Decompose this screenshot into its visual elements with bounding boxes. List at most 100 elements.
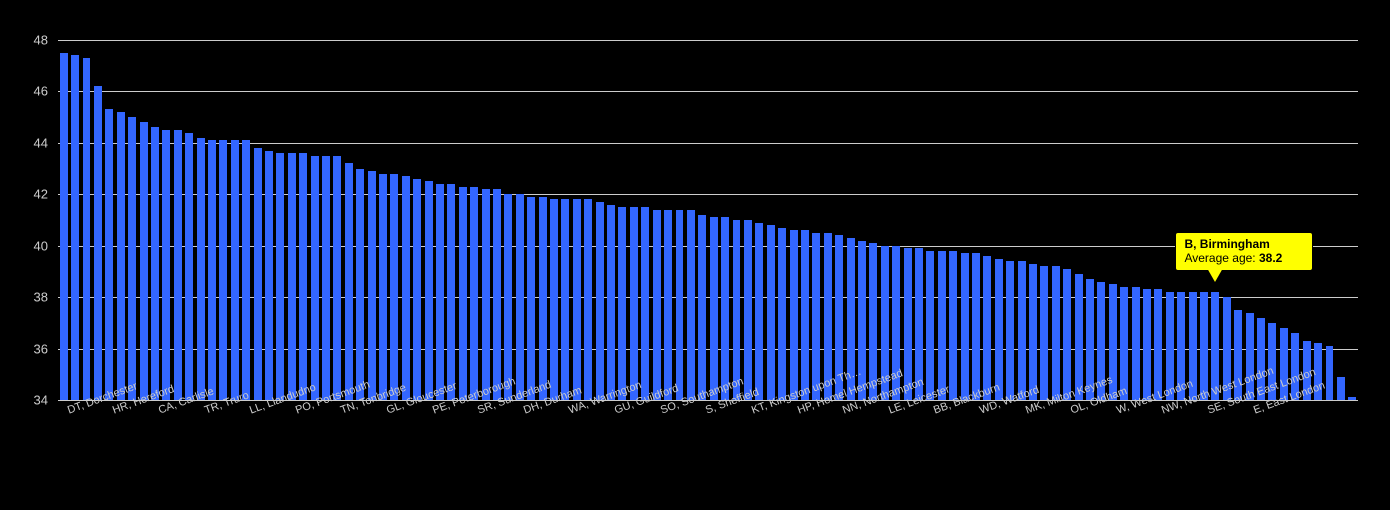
bar[interactable] bbox=[105, 109, 113, 400]
bar[interactable] bbox=[630, 207, 638, 400]
bar[interactable] bbox=[231, 140, 239, 400]
bar[interactable] bbox=[539, 197, 547, 400]
bar[interactable] bbox=[447, 184, 455, 400]
bar[interactable] bbox=[140, 122, 148, 400]
bar[interactable] bbox=[482, 189, 490, 400]
bar[interactable] bbox=[197, 138, 205, 400]
bar[interactable] bbox=[1200, 292, 1208, 400]
bar[interactable] bbox=[1348, 397, 1356, 400]
bar[interactable] bbox=[790, 230, 798, 400]
bar[interactable] bbox=[219, 140, 227, 400]
bars-layer bbox=[58, 40, 1358, 400]
bar[interactable] bbox=[402, 176, 410, 400]
bar[interactable] bbox=[311, 156, 319, 400]
bar[interactable] bbox=[596, 202, 604, 400]
bar[interactable] bbox=[425, 181, 433, 400]
bar[interactable] bbox=[470, 187, 478, 400]
callout-title: B, Birmingham bbox=[1184, 237, 1304, 251]
bar[interactable] bbox=[584, 199, 592, 400]
bar[interactable] bbox=[801, 230, 809, 400]
bar[interactable] bbox=[208, 140, 216, 400]
bar[interactable] bbox=[812, 233, 820, 400]
bar[interactable] bbox=[162, 130, 170, 400]
bar[interactable] bbox=[1063, 269, 1071, 400]
bar[interactable] bbox=[550, 199, 558, 400]
bar[interactable] bbox=[1337, 377, 1345, 400]
callout-subtitle: Average age: 38.2 bbox=[1184, 251, 1304, 265]
bar[interactable] bbox=[174, 130, 182, 400]
bar[interactable] bbox=[390, 174, 398, 400]
callout-value-label: Average age: bbox=[1184, 251, 1259, 265]
bar[interactable] bbox=[641, 207, 649, 400]
bar[interactable] bbox=[1143, 289, 1151, 400]
y-tick-label: 46 bbox=[0, 84, 48, 99]
bar[interactable] bbox=[1040, 266, 1048, 400]
bar[interactable] bbox=[961, 253, 969, 400]
bar[interactable] bbox=[493, 189, 501, 400]
bar[interactable] bbox=[1029, 264, 1037, 400]
bar[interactable] bbox=[972, 253, 980, 400]
bar[interactable] bbox=[1246, 313, 1254, 400]
bar[interactable] bbox=[1018, 261, 1026, 400]
bar[interactable] bbox=[926, 251, 934, 400]
y-tick-label: 42 bbox=[0, 187, 48, 202]
bar[interactable] bbox=[345, 163, 353, 400]
bar[interactable] bbox=[71, 55, 79, 400]
bar[interactable] bbox=[94, 86, 102, 400]
bar[interactable] bbox=[504, 194, 512, 400]
bar[interactable] bbox=[938, 251, 946, 400]
bar[interactable] bbox=[265, 151, 273, 400]
bar[interactable] bbox=[778, 228, 786, 400]
bar[interactable] bbox=[1154, 289, 1162, 400]
bar[interactable] bbox=[1052, 266, 1060, 400]
bar[interactable] bbox=[151, 127, 159, 400]
bar[interactable] bbox=[710, 217, 718, 400]
bar[interactable] bbox=[276, 153, 284, 400]
bar[interactable] bbox=[664, 210, 672, 400]
bar[interactable] bbox=[983, 256, 991, 400]
bar[interactable] bbox=[949, 251, 957, 400]
bar[interactable] bbox=[721, 217, 729, 400]
bar[interactable] bbox=[322, 156, 330, 400]
bar[interactable] bbox=[242, 140, 250, 400]
bar[interactable] bbox=[254, 148, 262, 400]
bar[interactable] bbox=[436, 184, 444, 400]
bar[interactable] bbox=[676, 210, 684, 400]
bar[interactable] bbox=[288, 153, 296, 400]
bar[interactable] bbox=[1120, 287, 1128, 400]
y-tick-label: 34 bbox=[0, 393, 48, 408]
bar[interactable] bbox=[618, 207, 626, 400]
y-tick-label: 48 bbox=[0, 33, 48, 48]
bar[interactable] bbox=[1075, 274, 1083, 400]
bar[interactable] bbox=[527, 197, 535, 400]
bar[interactable] bbox=[413, 179, 421, 400]
bar[interactable] bbox=[1132, 287, 1140, 400]
bar[interactable] bbox=[459, 187, 467, 400]
bar[interactable] bbox=[128, 117, 136, 400]
bar[interactable] bbox=[687, 210, 695, 400]
bar[interactable] bbox=[744, 220, 752, 400]
bar[interactable] bbox=[83, 58, 91, 400]
bar[interactable] bbox=[607, 205, 615, 400]
bar[interactable] bbox=[368, 171, 376, 400]
bar[interactable] bbox=[561, 199, 569, 400]
bar[interactable] bbox=[516, 194, 524, 400]
bar[interactable] bbox=[653, 210, 661, 400]
bar[interactable] bbox=[755, 223, 763, 400]
bar[interactable] bbox=[60, 53, 68, 400]
bar[interactable] bbox=[333, 156, 341, 400]
bar[interactable] bbox=[767, 225, 775, 400]
y-tick-label: 36 bbox=[0, 341, 48, 356]
bar[interactable] bbox=[185, 133, 193, 400]
bar[interactable] bbox=[698, 215, 706, 400]
bar[interactable] bbox=[995, 259, 1003, 400]
bar[interactable] bbox=[733, 220, 741, 400]
bar[interactable] bbox=[117, 112, 125, 400]
bar[interactable] bbox=[904, 248, 912, 400]
bar[interactable] bbox=[299, 153, 307, 400]
bar[interactable] bbox=[1326, 346, 1334, 400]
bar[interactable] bbox=[379, 174, 387, 400]
bar[interactable] bbox=[573, 199, 581, 400]
bar[interactable] bbox=[356, 169, 364, 400]
bar[interactable] bbox=[1006, 261, 1014, 400]
